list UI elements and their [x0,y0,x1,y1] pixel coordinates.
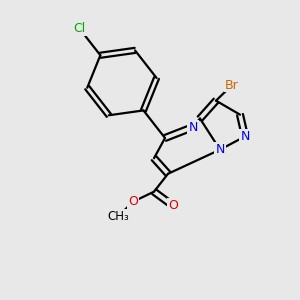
Text: O: O [168,199,178,212]
Text: Cl: Cl [74,22,86,35]
Text: N: N [240,130,250,143]
Text: N: N [215,143,225,156]
Text: O: O [128,195,138,208]
Text: N: N [188,121,198,134]
Text: CH₃: CH₃ [107,210,129,223]
Text: Br: Br [225,79,239,92]
